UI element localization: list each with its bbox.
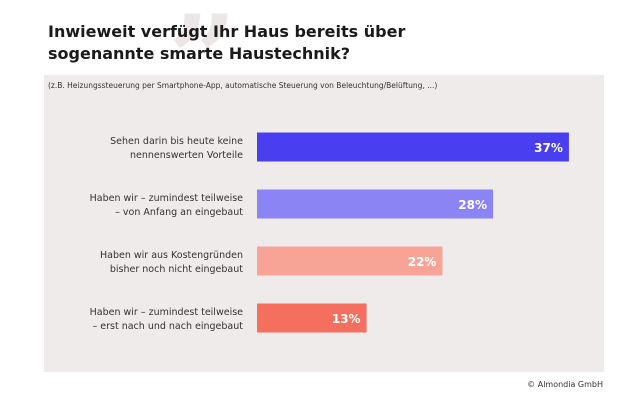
chart-title-line-1: Inwieweit verfügt Ihr Haus bereits über: [48, 22, 406, 41]
category-label: Sehen darin bis heute keine nennenswerten…: [110, 136, 243, 161]
category-label: Haben wir – zumindest teilweise – erst na…: [90, 307, 244, 332]
category-label-line: nennenswerten Vorteile: [130, 150, 243, 161]
category-label-line: Haben wir – zumindest teilweise: [90, 307, 244, 318]
bar: [257, 246, 443, 276]
bar-value-label: 22%: [408, 255, 437, 269]
category-label: Haben wir aus Kostengründen bisher noch n…: [100, 250, 243, 275]
bar: [257, 189, 494, 219]
bar-value-label: 28%: [458, 198, 487, 212]
category-label-line: – erst nach und nach eingebaut: [93, 321, 244, 332]
bar: [257, 132, 569, 162]
chart-title-line-2: sogenannte smarte Haustechnik?: [48, 44, 351, 63]
bar: [257, 303, 367, 333]
copyright-footer: © Almondia GmbH: [527, 380, 603, 389]
category-label-line: – von Anfang an eingebaut: [115, 207, 243, 218]
bar-chart: Sehen darin bis heute keine nennenswerten…: [90, 132, 569, 333]
category-label-line: Sehen darin bis heute keine: [110, 136, 243, 147]
bar-value-label: 37%: [534, 141, 563, 155]
category-label: Haben wir – zumindest teilweise – von Anf…: [90, 193, 244, 218]
bar-value-label: 13%: [332, 312, 361, 326]
category-label-line: Haben wir – zumindest teilweise: [90, 193, 244, 204]
chart-subtitle: (z.B. Heizungssteuerung per Smartphone-A…: [48, 81, 438, 90]
category-label-line: Haben wir aus Kostengründen: [100, 250, 243, 261]
chart-title: Inwieweit verfügt Ihr Haus bereits über …: [48, 21, 568, 65]
category-label-line: bisher noch nicht eingebaut: [110, 264, 243, 275]
